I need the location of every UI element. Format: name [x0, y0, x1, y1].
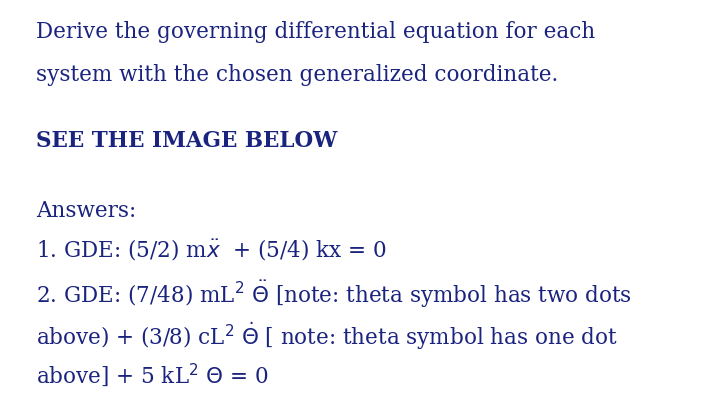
Text: above) + (3/8) cL$^2$ $\dot{\Theta}$ [ note: theta symbol has one dot: above) + (3/8) cL$^2$ $\dot{\Theta}$ [ n… — [36, 320, 618, 352]
Text: 1. GDE: (5/2) m$\ddot{x}$  + (5/4) kx = 0: 1. GDE: (5/2) m$\ddot{x}$ + (5/4) kx = 0 — [36, 237, 387, 263]
Text: SEE THE IMAGE BELOW: SEE THE IMAGE BELOW — [36, 130, 338, 152]
Text: Derive the governing differential equation for each: Derive the governing differential equati… — [36, 21, 595, 43]
Text: above] + 5 kL$^2$ $\Theta$ = 0: above] + 5 kL$^2$ $\Theta$ = 0 — [36, 361, 269, 389]
Text: system with the chosen generalized coordinate.: system with the chosen generalized coord… — [36, 64, 558, 86]
Text: 2. GDE: (7/48) mL$^2$ $\ddot{\Theta}$ [note: theta symbol has two dots: 2. GDE: (7/48) mL$^2$ $\ddot{\Theta}$ [n… — [36, 279, 632, 310]
Text: Answers:: Answers: — [36, 200, 136, 222]
